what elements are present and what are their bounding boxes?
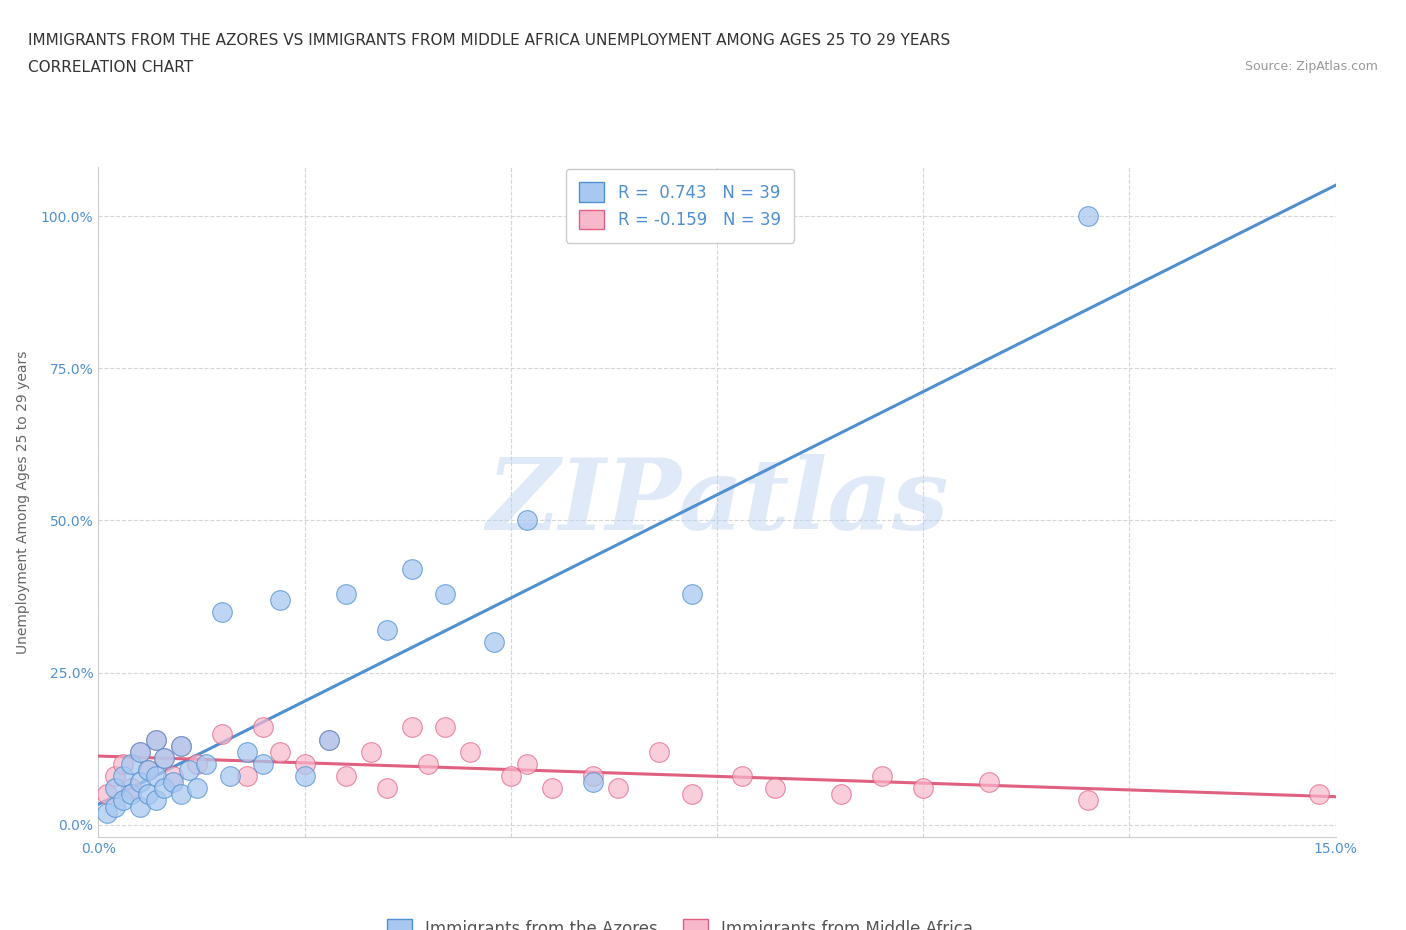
Point: [830, 787, 852, 802]
Point: [96, 787, 118, 802]
Point: [104, 781, 127, 796]
Point: [128, 744, 150, 759]
Point: [401, 562, 423, 577]
Point: [433, 586, 456, 601]
Point: [401, 720, 423, 735]
Point: [360, 744, 382, 759]
Point: [211, 726, 233, 741]
Point: [112, 769, 135, 784]
Point: [104, 769, 127, 784]
Point: [458, 744, 481, 759]
Point: [979, 775, 1001, 790]
Point: [607, 781, 630, 796]
Text: CORRELATION CHART: CORRELATION CHART: [28, 60, 193, 75]
Point: [681, 787, 703, 802]
Point: [236, 744, 259, 759]
Point: [162, 769, 184, 784]
Point: [96, 805, 118, 820]
Point: [128, 799, 150, 814]
Point: [145, 769, 167, 784]
Point: [162, 775, 184, 790]
Point: [179, 763, 201, 777]
Point: [136, 763, 159, 777]
Point: [120, 781, 142, 796]
Y-axis label: Unemployment Among Ages 25 to 29 years: Unemployment Among Ages 25 to 29 years: [15, 351, 30, 654]
Text: IMMIGRANTS FROM THE AZORES VS IMMIGRANTS FROM MIDDLE AFRICA UNEMPLOYMENT AMONG A: IMMIGRANTS FROM THE AZORES VS IMMIGRANTS…: [28, 33, 950, 47]
Point: [186, 756, 208, 771]
Point: [219, 769, 242, 784]
Point: [211, 604, 233, 619]
Point: [170, 738, 193, 753]
Point: [153, 751, 176, 765]
Point: [104, 799, 127, 814]
Point: [582, 769, 605, 784]
Point: [294, 756, 316, 771]
Point: [136, 763, 159, 777]
Point: [145, 732, 167, 747]
Point: [484, 635, 506, 650]
Point: [418, 756, 440, 771]
Point: [269, 592, 291, 607]
Point: [375, 781, 398, 796]
Point: [252, 756, 274, 771]
Point: [318, 732, 340, 747]
Point: [1077, 793, 1099, 808]
Text: ZIPatlas: ZIPatlas: [486, 454, 948, 551]
Point: [294, 769, 316, 784]
Point: [120, 787, 142, 802]
Point: [318, 732, 340, 747]
Point: [335, 586, 357, 601]
Point: [170, 787, 193, 802]
Point: [145, 732, 167, 747]
Point: [499, 769, 522, 784]
Point: [541, 781, 564, 796]
Point: [269, 744, 291, 759]
Point: [170, 738, 193, 753]
Point: [236, 769, 259, 784]
Point: [112, 756, 135, 771]
Point: [335, 769, 357, 784]
Point: [681, 586, 703, 601]
Point: [763, 781, 786, 796]
Point: [120, 756, 142, 771]
Point: [128, 744, 150, 759]
Point: [252, 720, 274, 735]
Point: [433, 720, 456, 735]
Point: [375, 622, 398, 637]
Point: [582, 775, 605, 790]
Point: [194, 756, 217, 771]
Point: [112, 793, 135, 808]
Point: [153, 751, 176, 765]
Point: [516, 756, 538, 771]
Point: [186, 781, 208, 796]
Point: [1077, 208, 1099, 223]
Point: [136, 787, 159, 802]
Point: [516, 513, 538, 528]
Point: [870, 769, 893, 784]
Legend: Immigrants from the Azores, Immigrants from Middle Africa: Immigrants from the Azores, Immigrants f…: [380, 912, 980, 930]
Point: [145, 793, 167, 808]
Text: Source: ZipAtlas.com: Source: ZipAtlas.com: [1244, 60, 1378, 73]
Point: [648, 744, 671, 759]
Point: [1308, 787, 1330, 802]
Point: [128, 775, 150, 790]
Point: [731, 769, 754, 784]
Point: [912, 781, 935, 796]
Point: [153, 781, 176, 796]
